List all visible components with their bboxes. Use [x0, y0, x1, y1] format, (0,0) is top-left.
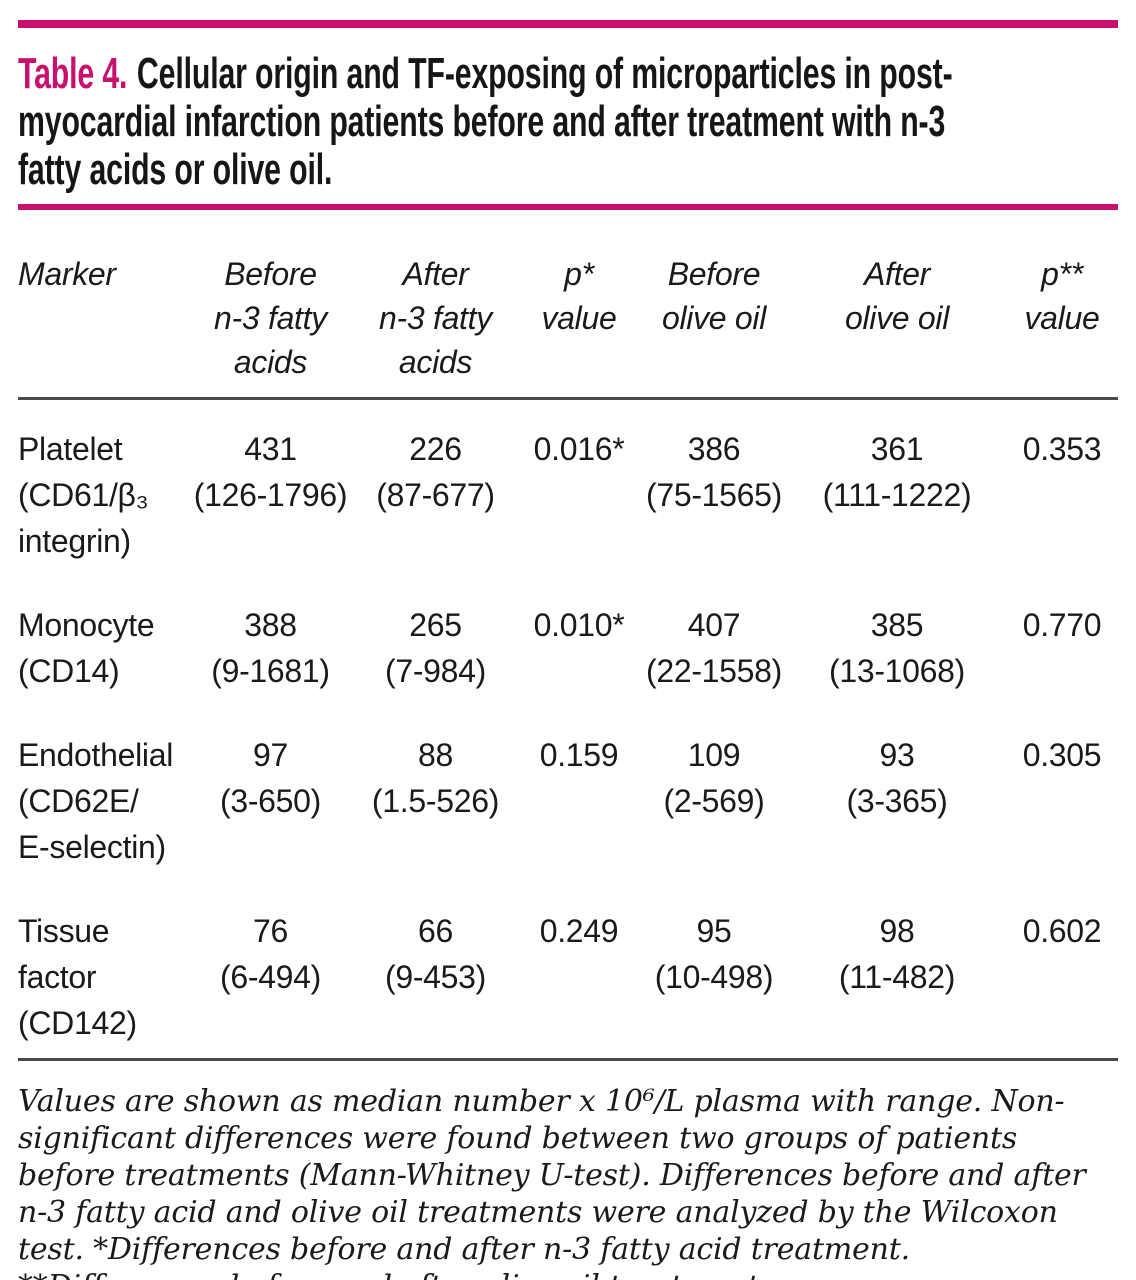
col-header-after-n3: After n-3 fatty acids [353, 210, 518, 400]
p-value-cell: 0.249 [518, 882, 640, 1058]
median-value: 98 [879, 913, 915, 949]
range-value: (126-1796) [193, 477, 348, 513]
table-footnote: Values are shown as median number x 10⁶/… [18, 1084, 1086, 1280]
p-value: 0.602 [1022, 913, 1102, 949]
p-value-cell: 0.159 [518, 706, 640, 882]
col-header-after-olive: After olive oil [788, 210, 1006, 400]
median-value: 95 [696, 913, 732, 949]
table-header-row: Marker Before n-3 fatty acids After n-3 … [18, 210, 1118, 400]
value-cell: 386 (75-1565) [640, 399, 788, 577]
median-value: 407 [687, 607, 741, 643]
median-value: 361 [870, 431, 924, 467]
table-title: Table 4. Cellular origin and TF-exposing … [18, 50, 1118, 194]
range-value: (2-569) [663, 783, 765, 819]
median-value: 66 [418, 913, 453, 949]
p-value: 0.016* [533, 431, 625, 467]
range-value: (9-1681) [211, 653, 330, 689]
table-row-tissue-factor: Tissue factor (CD142) 76 (6-494) 66 (9-453… [18, 882, 1118, 1058]
p-value-cell: 0.353 [1006, 399, 1118, 577]
col-header-marker: Marker [18, 210, 188, 400]
value-cell: 93 (3-365) [788, 706, 1006, 882]
p-value-cell: 0.016* [518, 399, 640, 577]
value-cell: 98 (11-482) [788, 882, 1006, 1058]
range-value: (3-365) [846, 783, 948, 819]
p-value-cell: 0.770 [1006, 576, 1118, 706]
range-value: (22-1558) [645, 653, 783, 689]
median-value: 76 [253, 913, 288, 949]
range-value: (111-1222) [822, 477, 972, 513]
col-header-before-n3: Before n-3 fatty acids [188, 210, 353, 400]
value-cell: 388 (9-1681) [188, 576, 353, 706]
p-value: 0.305 [1022, 737, 1102, 773]
range-value: (13-1068) [828, 653, 966, 689]
value-cell: 76 (6-494) [188, 882, 353, 1058]
range-value: (1.5-526) [371, 783, 500, 819]
p-value: 0.010* [533, 607, 625, 643]
top-accent-rule [18, 20, 1118, 28]
table-number-label: Table 4. [18, 49, 128, 98]
range-value: (87-677) [376, 477, 495, 513]
median-value: 265 [409, 607, 462, 643]
range-value: (7-984) [384, 653, 487, 689]
value-cell: 407 (22-1558) [640, 576, 788, 706]
title-block: Table 4. Cellular origin and TF-exposing … [18, 50, 1118, 194]
range-value: (9-453) [384, 959, 487, 995]
value-cell: 97 (3-650) [188, 706, 353, 882]
data-table: Marker Before n-3 fatty acids After n-3 … [18, 210, 1118, 1058]
median-value: 388 [244, 607, 297, 643]
marker-cell: Endothelial (CD62E/ E-selectin) [18, 737, 174, 865]
median-value: 88 [418, 737, 453, 773]
value-cell: 66 (9-453) [353, 882, 518, 1058]
p-value-cell: 0.602 [1006, 882, 1118, 1058]
median-value: 431 [244, 431, 297, 467]
median-value: 226 [409, 431, 462, 467]
p-value-cell: 0.010* [518, 576, 640, 706]
median-value: 385 [870, 607, 924, 643]
range-value: (75-1565) [645, 477, 783, 513]
col-header-p-n3: p* value [518, 210, 640, 400]
table-row-platelet: Platelet (CD61/β₃ integrin) 431 (126-1796… [18, 399, 1118, 577]
title-bottom-accent-rule [18, 204, 1118, 210]
col-header-p-olive: p** value [1006, 210, 1118, 400]
range-value: (11-482) [838, 959, 956, 995]
p-value-cell: 0.305 [1006, 706, 1118, 882]
value-cell: 265 (7-984) [353, 576, 518, 706]
marker-cell: Monocyte (CD14) [18, 607, 155, 689]
value-cell: 431 (126-1796) [188, 399, 353, 577]
table-caption: Cellular origin and TF-exposing of micro… [18, 49, 953, 194]
range-value: (6-494) [219, 959, 322, 995]
col-header-before-olive: Before olive oil [640, 210, 788, 400]
median-value: 97 [253, 737, 288, 773]
table-row-monocyte: Monocyte (CD14) 388 (9-1681) 265 (7-984) 0… [18, 576, 1118, 706]
value-cell: 88 (1.5-526) [353, 706, 518, 882]
table-bottom-rule [18, 1058, 1118, 1061]
p-value: 0.770 [1022, 607, 1102, 643]
marker-cell: Platelet (CD61/β₃ integrin) [18, 431, 149, 559]
value-cell: 109 (2-569) [640, 706, 788, 882]
value-cell: 95 (10-498) [640, 882, 788, 1058]
value-cell: 361 (111-1222) [788, 399, 1006, 577]
marker-cell: Tissue factor (CD142) [18, 913, 137, 1041]
median-value: 93 [879, 737, 915, 773]
median-value: 386 [687, 431, 741, 467]
p-value: 0.159 [539, 737, 619, 773]
range-value: (10-498) [654, 959, 774, 995]
value-cell: 226 (87-677) [353, 399, 518, 577]
table-row-endothelial: Endothelial (CD62E/ E-selectin) 97 (3-650… [18, 706, 1118, 882]
range-value: (3-650) [219, 783, 322, 819]
median-value: 109 [687, 737, 741, 773]
value-cell: 385 (13-1068) [788, 576, 1006, 706]
p-value: 0.353 [1022, 431, 1102, 467]
p-value: 0.249 [539, 913, 619, 949]
